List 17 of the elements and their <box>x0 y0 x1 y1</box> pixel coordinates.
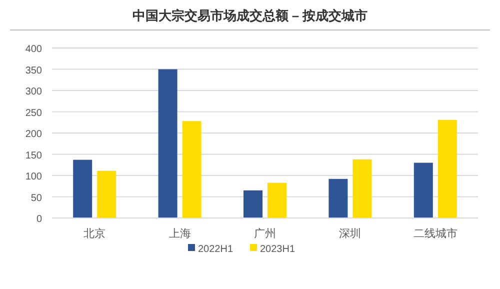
y-tick-label: 300 <box>25 86 42 98</box>
y-tick-label: 150 <box>25 150 42 162</box>
legend-label: 2022H1 <box>198 244 234 255</box>
y-tick-label: 0 <box>36 214 42 225</box>
legend-label: 2023H1 <box>260 244 296 255</box>
y-tick-label: 250 <box>25 108 42 119</box>
x-tick-label: 深圳 <box>339 227 362 240</box>
x-tick-label: 北京 <box>84 227 106 240</box>
y-tick-label: 50 <box>30 192 42 204</box>
x-tick-label: 二线城市 <box>413 227 458 240</box>
x-tick-label: 上海 <box>168 227 191 240</box>
y-tick-label: 350 <box>25 65 42 76</box>
y-tick-label: 100 <box>25 172 42 182</box>
y-tick-label: 200 <box>25 129 42 140</box>
x-tick-label: 广州 <box>254 227 276 240</box>
y-tick-label: 400 <box>25 44 42 55</box>
chart-title: 中国大宗交易市场成交总额 – 按成交城市 <box>132 8 368 23</box>
